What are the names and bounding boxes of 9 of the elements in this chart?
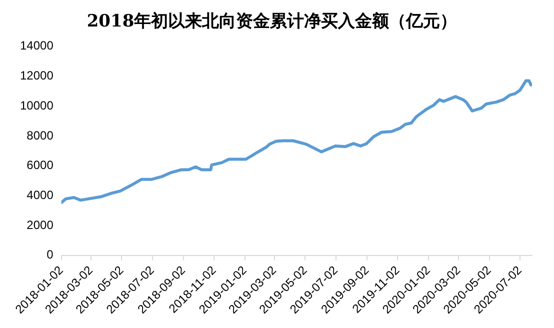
chart-title: 2018年初以来北向资金累计净买入金额（亿元） [86,12,458,32]
y-tick-label: 2000 [26,218,54,232]
y-tick-label: 10000 [20,98,54,112]
y-tick-label: 12000 [20,68,54,83]
y-tick-label: 6000 [26,158,54,172]
y-tick-label: 8000 [26,128,54,142]
y-tick-label: 4000 [26,188,54,202]
y-tick-label: 0 [46,248,54,262]
y-tick-label: 14000 [20,38,54,53]
